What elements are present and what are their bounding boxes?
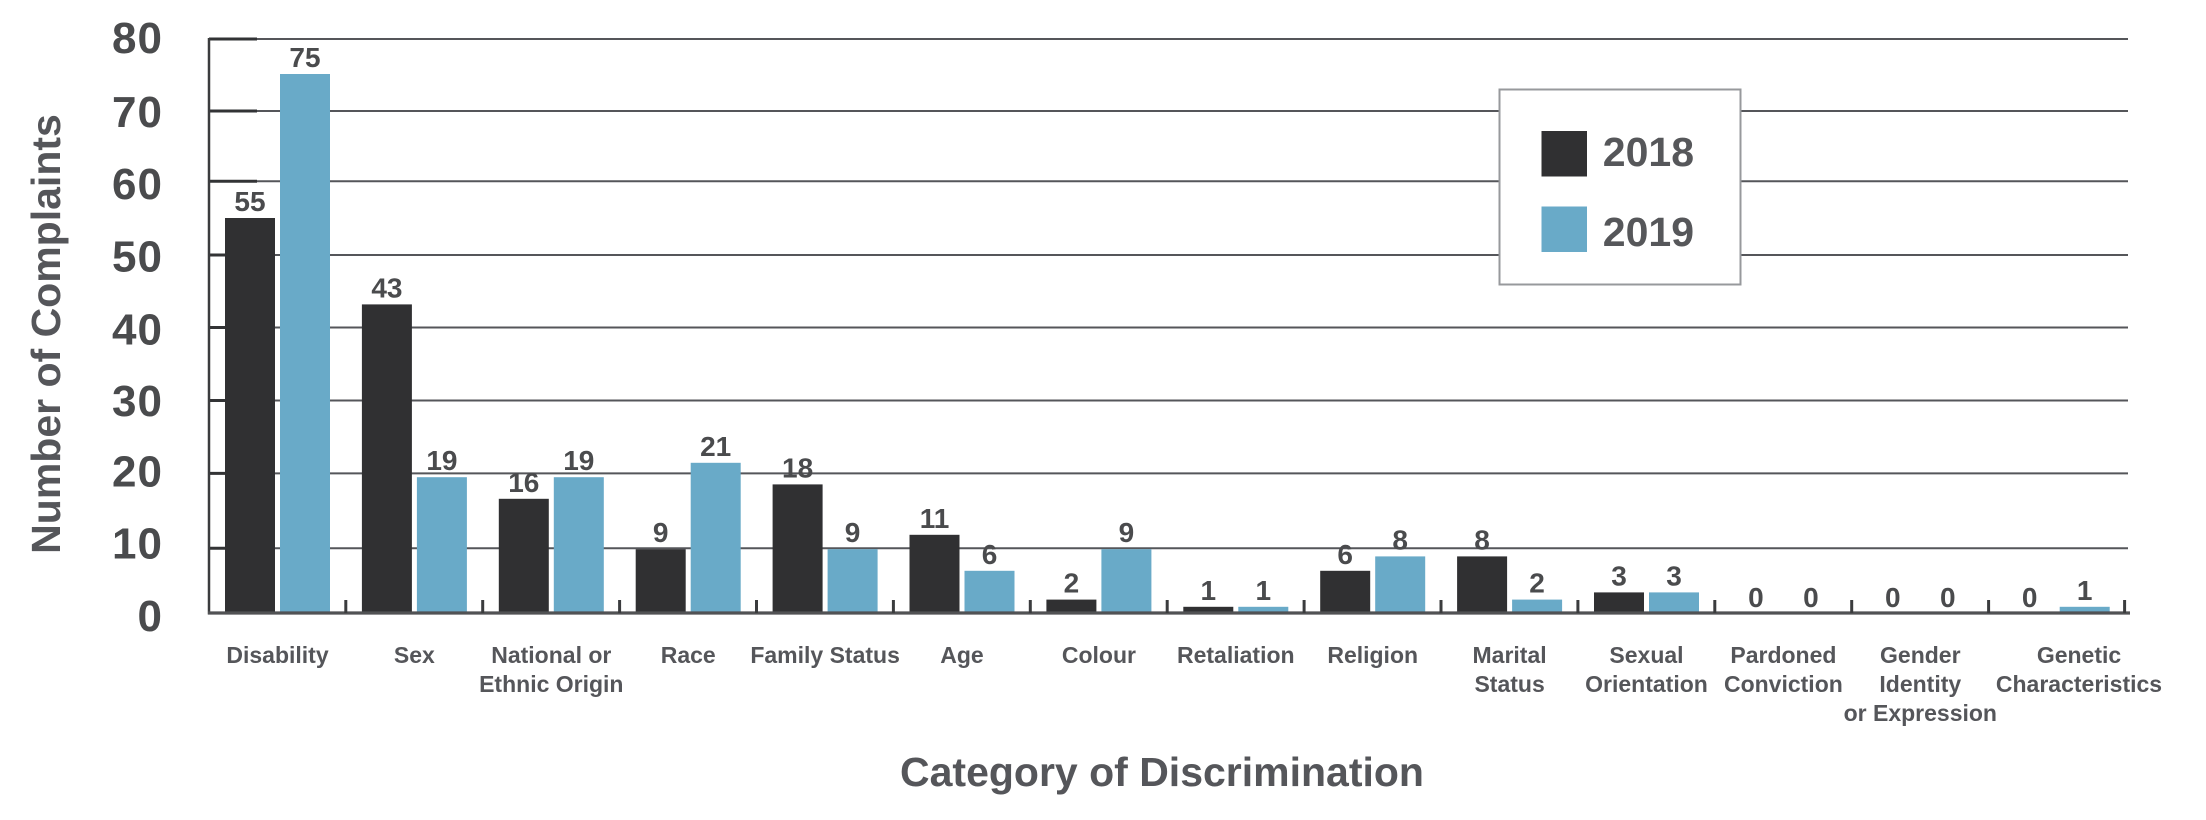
svg-text:Sex: Sex <box>394 642 435 668</box>
svg-text:10: 10 <box>112 519 163 568</box>
svg-text:9: 9 <box>845 517 861 548</box>
svg-text:70: 70 <box>112 88 163 137</box>
svg-text:Conviction: Conviction <box>1724 671 1843 697</box>
svg-text:Disability: Disability <box>226 642 328 668</box>
svg-text:30: 30 <box>112 377 163 426</box>
svg-text:Colour: Colour <box>1062 642 1136 668</box>
svg-text:Category of Discrimination: Category of Discrimination <box>900 749 1424 795</box>
svg-text:6: 6 <box>1337 539 1353 570</box>
svg-text:0: 0 <box>1803 582 1819 613</box>
svg-text:0: 0 <box>1885 582 1901 613</box>
svg-text:Status: Status <box>1474 671 1544 697</box>
svg-text:Genetic: Genetic <box>2037 642 2122 668</box>
svg-text:Age: Age <box>940 642 983 668</box>
svg-text:16: 16 <box>508 467 539 498</box>
svg-text:60: 60 <box>112 160 163 209</box>
svg-text:2: 2 <box>1064 568 1080 599</box>
svg-text:9: 9 <box>1119 517 1135 548</box>
svg-text:11: 11 <box>920 503 950 534</box>
svg-text:19: 19 <box>426 445 457 476</box>
svg-text:43: 43 <box>371 272 402 303</box>
svg-text:0: 0 <box>1748 582 1764 613</box>
svg-text:2019: 2019 <box>1603 209 1694 255</box>
svg-text:1: 1 <box>1256 575 1272 606</box>
svg-text:55: 55 <box>234 186 265 217</box>
svg-text:Race: Race <box>661 642 716 668</box>
svg-text:1: 1 <box>2077 575 2093 606</box>
svg-text:40: 40 <box>112 305 163 354</box>
svg-text:Number of Complaints: Number of Complaints <box>23 114 69 554</box>
svg-text:Gender: Gender <box>1880 642 1961 668</box>
svg-text:Religion: Religion <box>1327 642 1418 668</box>
svg-text:8: 8 <box>1474 524 1490 555</box>
svg-text:6: 6 <box>982 539 998 570</box>
svg-text:2: 2 <box>1529 568 1545 599</box>
svg-text:Ethnic Origin: Ethnic Origin <box>479 671 623 697</box>
svg-text:Family Status: Family Status <box>750 642 900 668</box>
svg-text:18: 18 <box>782 452 813 483</box>
svg-text:Pardoned: Pardoned <box>1730 642 1836 668</box>
svg-text:50: 50 <box>112 233 163 282</box>
svg-text:Orientation: Orientation <box>1585 671 1708 697</box>
svg-text:20: 20 <box>112 448 163 497</box>
svg-text:80: 80 <box>112 14 163 63</box>
svg-text:Marital: Marital <box>1473 642 1547 668</box>
svg-text:0: 0 <box>138 592 163 641</box>
svg-text:75: 75 <box>289 42 320 73</box>
svg-text:1: 1 <box>1201 575 1217 606</box>
svg-text:Characteristics: Characteristics <box>1996 671 2162 697</box>
svg-text:8: 8 <box>1392 524 1408 555</box>
svg-text:9: 9 <box>653 517 669 548</box>
svg-text:Retaliation: Retaliation <box>1177 642 1295 668</box>
svg-text:2018: 2018 <box>1603 129 1694 175</box>
svg-text:0: 0 <box>2022 582 2038 613</box>
svg-text:3: 3 <box>1666 560 1682 591</box>
svg-text:0: 0 <box>1940 582 1956 613</box>
svg-text:19: 19 <box>563 445 594 476</box>
svg-text:or Expression: or Expression <box>1844 700 1997 726</box>
svg-text:Identity: Identity <box>1879 671 1961 697</box>
svg-text:3: 3 <box>1611 560 1627 591</box>
svg-text:21: 21 <box>700 431 731 462</box>
svg-text:Sexual: Sexual <box>1609 642 1683 668</box>
svg-text:National or: National or <box>491 642 611 668</box>
